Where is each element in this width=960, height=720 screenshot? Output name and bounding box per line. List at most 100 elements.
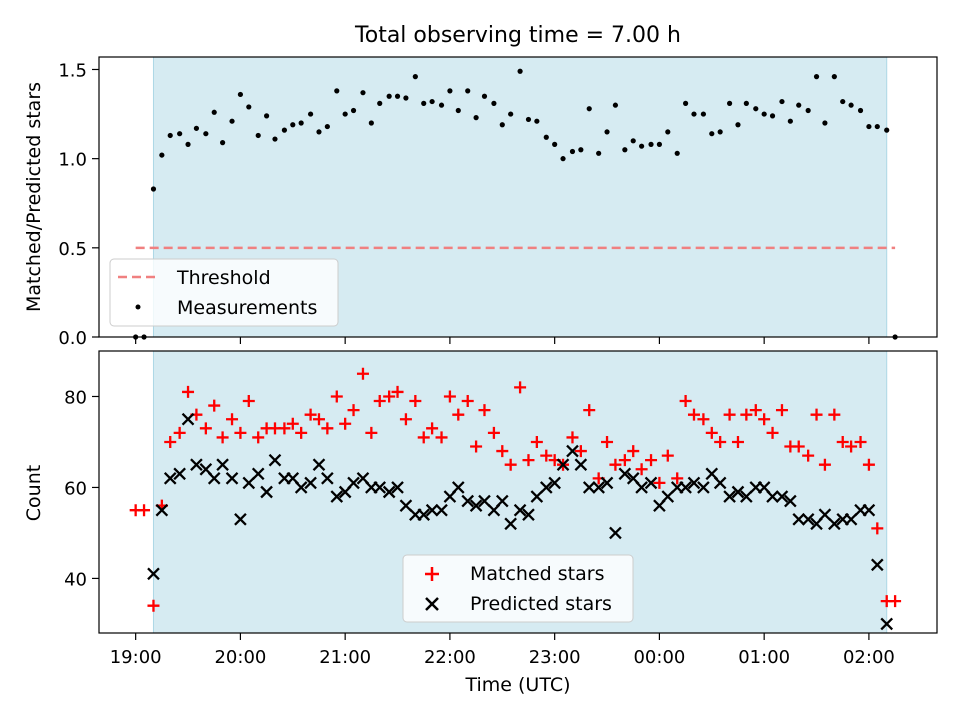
x-tick-label: 20:00 (214, 647, 266, 668)
matched-star-point (766, 426, 779, 439)
y-tick-label: 0.5 (58, 239, 87, 260)
measurement-point (639, 143, 645, 149)
chart-title: Total observing time = 7.00 h (354, 23, 681, 48)
y-tick-label: 40 (64, 569, 87, 590)
matched-star-point (828, 408, 841, 421)
predicted-star-point (147, 567, 160, 581)
matched-star-point (854, 435, 867, 448)
predicted-star-point (382, 485, 396, 499)
measurement-point (813, 74, 820, 80)
matched-star-point (182, 385, 195, 398)
measurement-point (185, 141, 191, 147)
predicted-star-point (435, 503, 448, 517)
predicted-star-point (260, 485, 273, 499)
predicted-star-point (399, 499, 413, 512)
legend-matched-label: Matched stars (470, 563, 604, 585)
matched-star-point (234, 426, 247, 439)
matched-star-point (758, 413, 771, 426)
predicted-star-point (294, 481, 308, 494)
measurement-point (455, 107, 461, 114)
predicted-star-point (251, 467, 265, 481)
x-tick-label: 23:00 (529, 647, 581, 668)
matched-star-point (452, 408, 465, 421)
measurement-point (159, 152, 165, 158)
matched-star-point (705, 426, 718, 439)
predicted-star-point (391, 481, 404, 494)
matched-star-point (845, 440, 858, 453)
x-tick-label: 02:00 (843, 647, 895, 668)
measurement-point (840, 98, 846, 105)
predicted-star-point (513, 503, 527, 517)
predicted-star-point (216, 458, 229, 472)
matched-star-point (871, 522, 884, 535)
predicted-star-point (181, 412, 195, 426)
measurement-point (691, 111, 697, 117)
matched-star-point (278, 422, 291, 435)
measurement-point (508, 111, 514, 117)
matched-star-point (391, 385, 404, 398)
measurement-point (805, 107, 811, 114)
matched-star-point (461, 395, 474, 408)
matched-star-point (836, 435, 849, 448)
matched-star-point (697, 413, 710, 426)
measurement-point (866, 123, 872, 130)
measurement-point (465, 88, 471, 94)
measurement-point (499, 122, 505, 128)
predicted-star-point (539, 481, 553, 494)
predicted-star-point (600, 476, 614, 490)
measurement-point (412, 74, 418, 80)
measurement-point (220, 140, 226, 146)
measurement-point (726, 100, 733, 106)
measurement-point (150, 186, 157, 192)
matched-star-point (775, 404, 788, 417)
matched-star-point (478, 404, 491, 417)
matched-star-point (792, 440, 805, 453)
measurement-point (211, 109, 217, 115)
measurement-point (481, 93, 488, 99)
measurement-point (421, 100, 427, 106)
matched-star-point (601, 435, 614, 448)
matched-star-point (252, 431, 265, 444)
predicted-star-point (844, 512, 858, 526)
measurement-point (281, 127, 288, 133)
predicted-star-point (417, 508, 431, 522)
measurement-point (848, 102, 854, 108)
measurement-point (290, 122, 296, 128)
predicted-star-point (609, 526, 622, 540)
measurement-point (334, 88, 340, 94)
top-axes-frame (98, 56, 938, 338)
predicted-star-point (731, 485, 745, 499)
measurement-point (700, 111, 707, 117)
measurement-point (394, 93, 401, 99)
matched-star-point (226, 413, 239, 426)
y-tick-label: 60 (64, 478, 87, 499)
predicted-star-point (697, 481, 710, 494)
legend-predicted-label: Predicted stars (470, 593, 612, 615)
predicted-star-point (425, 503, 439, 517)
predicted-star-point (661, 490, 675, 503)
matched-star-point (671, 472, 684, 485)
measurement-point (822, 120, 828, 126)
bottom-legend: Matched stars Predicted stars (402, 554, 634, 623)
matched-star-point (312, 413, 325, 426)
matched-star-point (373, 395, 386, 408)
matched-star-point (574, 445, 587, 458)
matched-star-point (609, 458, 622, 471)
measurement-point (203, 131, 209, 137)
predicted-star-point (687, 476, 701, 490)
x-tick-label: 01:00 (738, 647, 790, 668)
measurement-point (648, 141, 654, 147)
matched-star-point (295, 426, 308, 439)
matched-star-point (435, 431, 448, 444)
measurement-point (193, 125, 200, 131)
matched-star-point (618, 454, 631, 467)
bottom-y-axis-label: Count (23, 465, 45, 521)
matched-star-point (522, 454, 535, 467)
matched-star-point (496, 445, 509, 458)
measurement-point (534, 118, 540, 124)
measurement-point (683, 100, 689, 106)
measurement-point (525, 116, 532, 123)
predicted-star-point (461, 494, 475, 508)
legend-threshold-label: Threshold (176, 267, 271, 289)
